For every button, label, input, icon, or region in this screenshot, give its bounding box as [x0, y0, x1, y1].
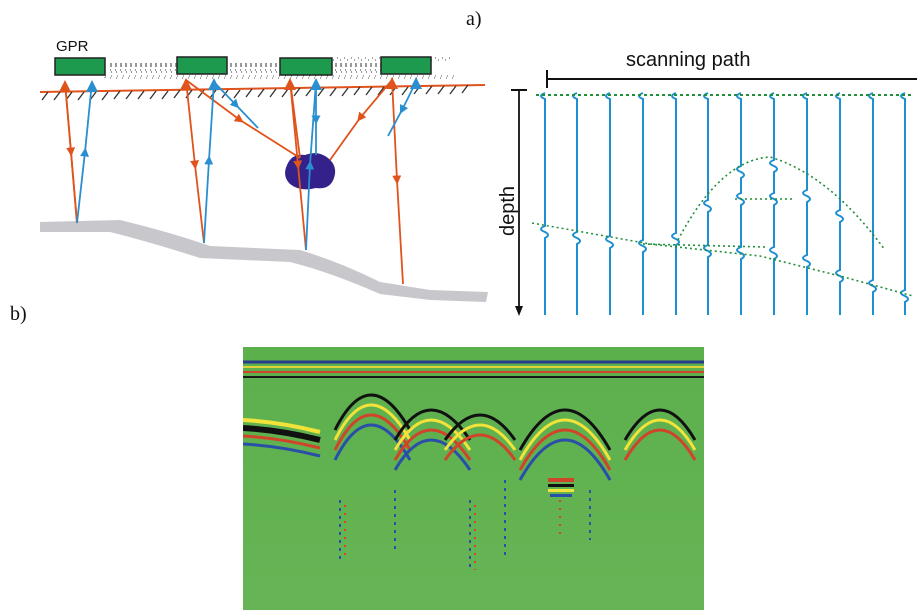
subsurface-layer — [40, 220, 488, 302]
mid-layer-fit — [642, 243, 766, 248]
trace — [769, 92, 778, 315]
trace — [802, 92, 811, 315]
trace — [572, 92, 581, 315]
trace — [540, 92, 549, 315]
transmitter-markers — [59, 77, 398, 92]
depth-label: depth — [497, 186, 519, 236]
gpr-antenna — [54, 57, 106, 76]
hyperbola-fit — [677, 156, 886, 251]
gpr-antenna — [279, 57, 333, 76]
gpr-antenna — [176, 56, 228, 75]
scanning-path-label: scanning path — [626, 49, 751, 71]
panel-a-label: a) — [466, 8, 482, 30]
ground-surface — [39, 84, 486, 93]
traces — [540, 92, 909, 315]
receiver-markers — [86, 77, 422, 92]
trace — [736, 92, 745, 315]
trace — [868, 92, 877, 315]
ground-hatching — [41, 84, 469, 101]
trace — [671, 92, 680, 315]
receive-rays — [76, 81, 417, 251]
transmit-rays — [64, 79, 404, 285]
gpr-antenna — [380, 56, 432, 75]
trace — [638, 92, 647, 315]
trace — [605, 92, 614, 315]
gpr-antennas — [54, 56, 432, 76]
gpr-label: GPR — [56, 38, 89, 55]
trace — [703, 92, 712, 315]
reflection-fits — [531, 156, 914, 297]
panel-b-label: b) — [10, 303, 27, 325]
trace — [835, 92, 844, 315]
layer-fit — [531, 222, 914, 297]
